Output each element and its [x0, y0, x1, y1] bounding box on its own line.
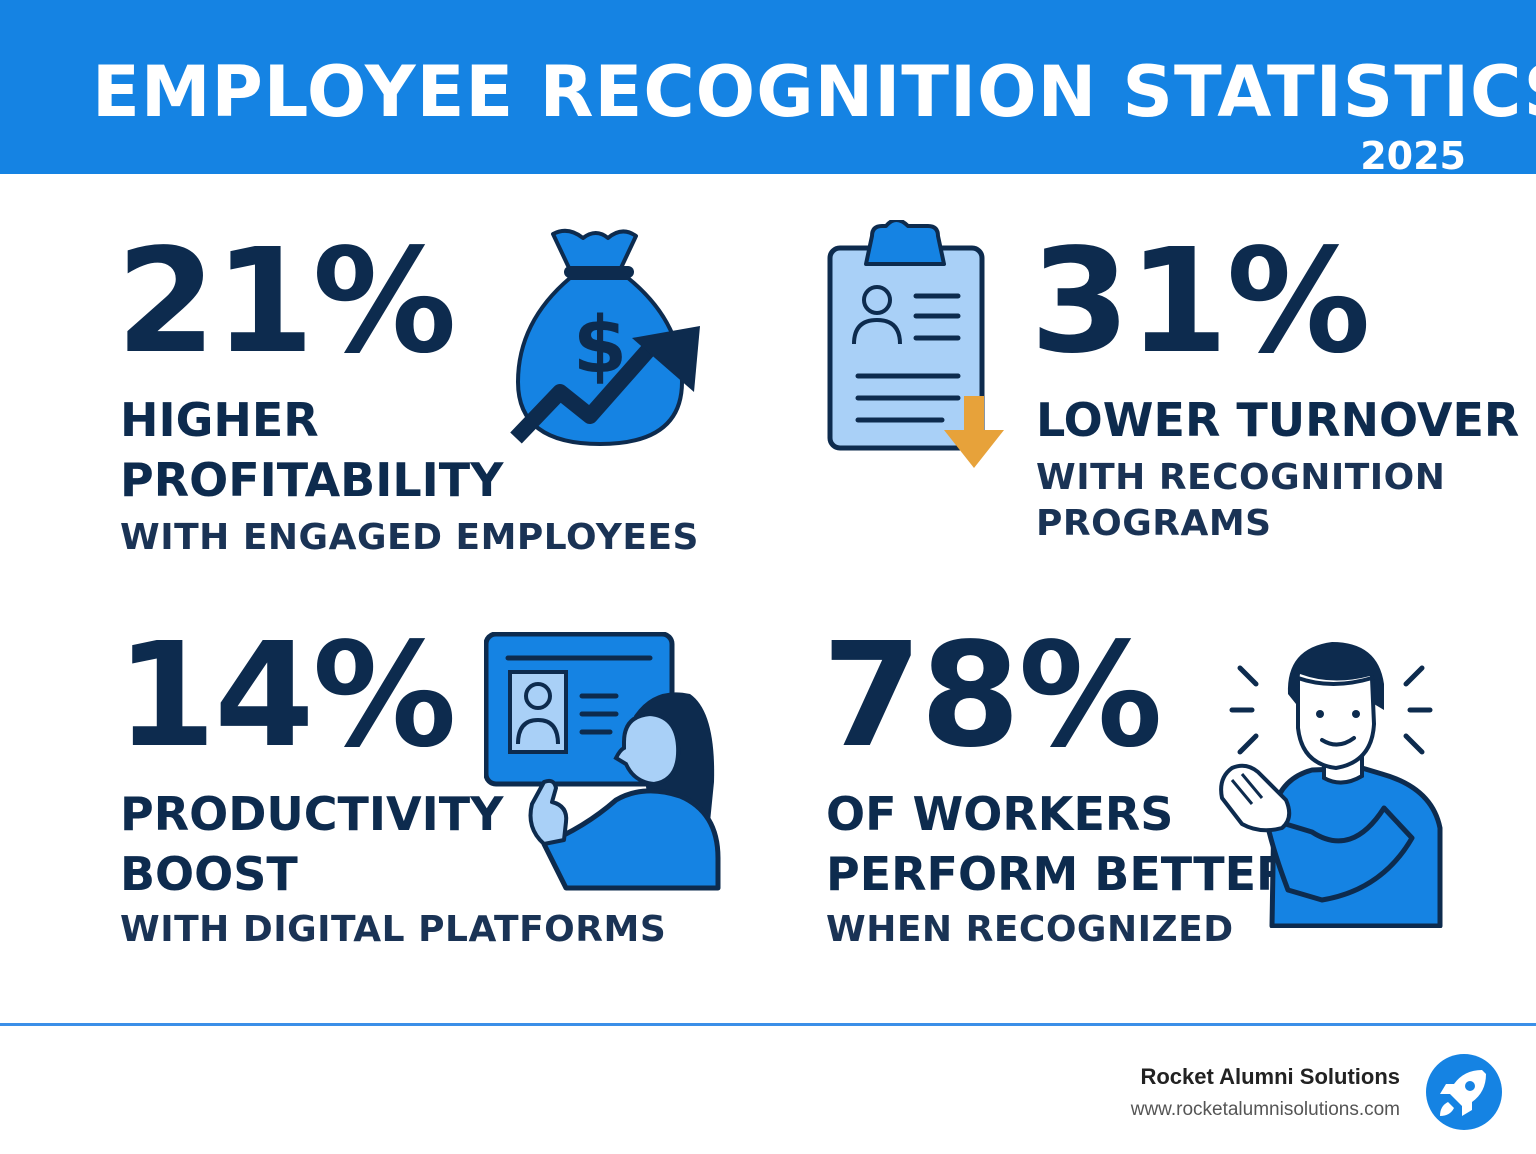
stat-headline-2: PERFORM BETTER — [826, 847, 1292, 901]
footer-divider — [0, 1023, 1536, 1026]
year-label: 2025 — [1360, 134, 1466, 178]
stat-description: WITH ENGAGED EMPLOYEES — [120, 517, 699, 558]
stat-percent: 14% — [116, 611, 457, 779]
stat-headline-2: BOOST — [120, 847, 298, 901]
stat-description: WHEN RECOGNIZED — [826, 909, 1234, 950]
brand-name: Rocket Alumni Solutions — [1140, 1064, 1400, 1089]
stat-percent: 78% — [822, 611, 1163, 779]
stat-headline: PRODUCTIVITY — [120, 787, 504, 841]
clapping-person-icon — [1219, 642, 1443, 928]
stat-description-2: PROGRAMS — [1036, 503, 1272, 544]
stat-headline-2: PROFITABILITY — [120, 453, 504, 507]
money-bag-growth-icon: $ — [510, 228, 700, 447]
header-banner: EMPLOYEE RECOGNITION STATISTICS 2025 — [0, 0, 1536, 178]
stat-percent: 31% — [1030, 217, 1371, 385]
brand-url: www.rocketalumnisolutions.com — [1130, 1099, 1400, 1120]
stat-headline: LOWER TURNOVER — [1036, 393, 1520, 447]
stat-description: WITH DIGITAL PLATFORMS — [120, 909, 667, 950]
stat-headline: OF WORKERS — [826, 787, 1174, 841]
rocket-logo-icon — [1426, 1054, 1502, 1130]
clipboard-profile-icon — [827, 220, 1004, 468]
stat-percent: 21% — [116, 217, 457, 385]
digital-platform-user-icon — [484, 632, 721, 891]
stat-headline: HIGHER — [120, 393, 319, 447]
stat-description: WITH RECOGNITION — [1036, 457, 1446, 498]
page-title: EMPLOYEE RECOGNITION STATISTICS — [92, 51, 1536, 133]
